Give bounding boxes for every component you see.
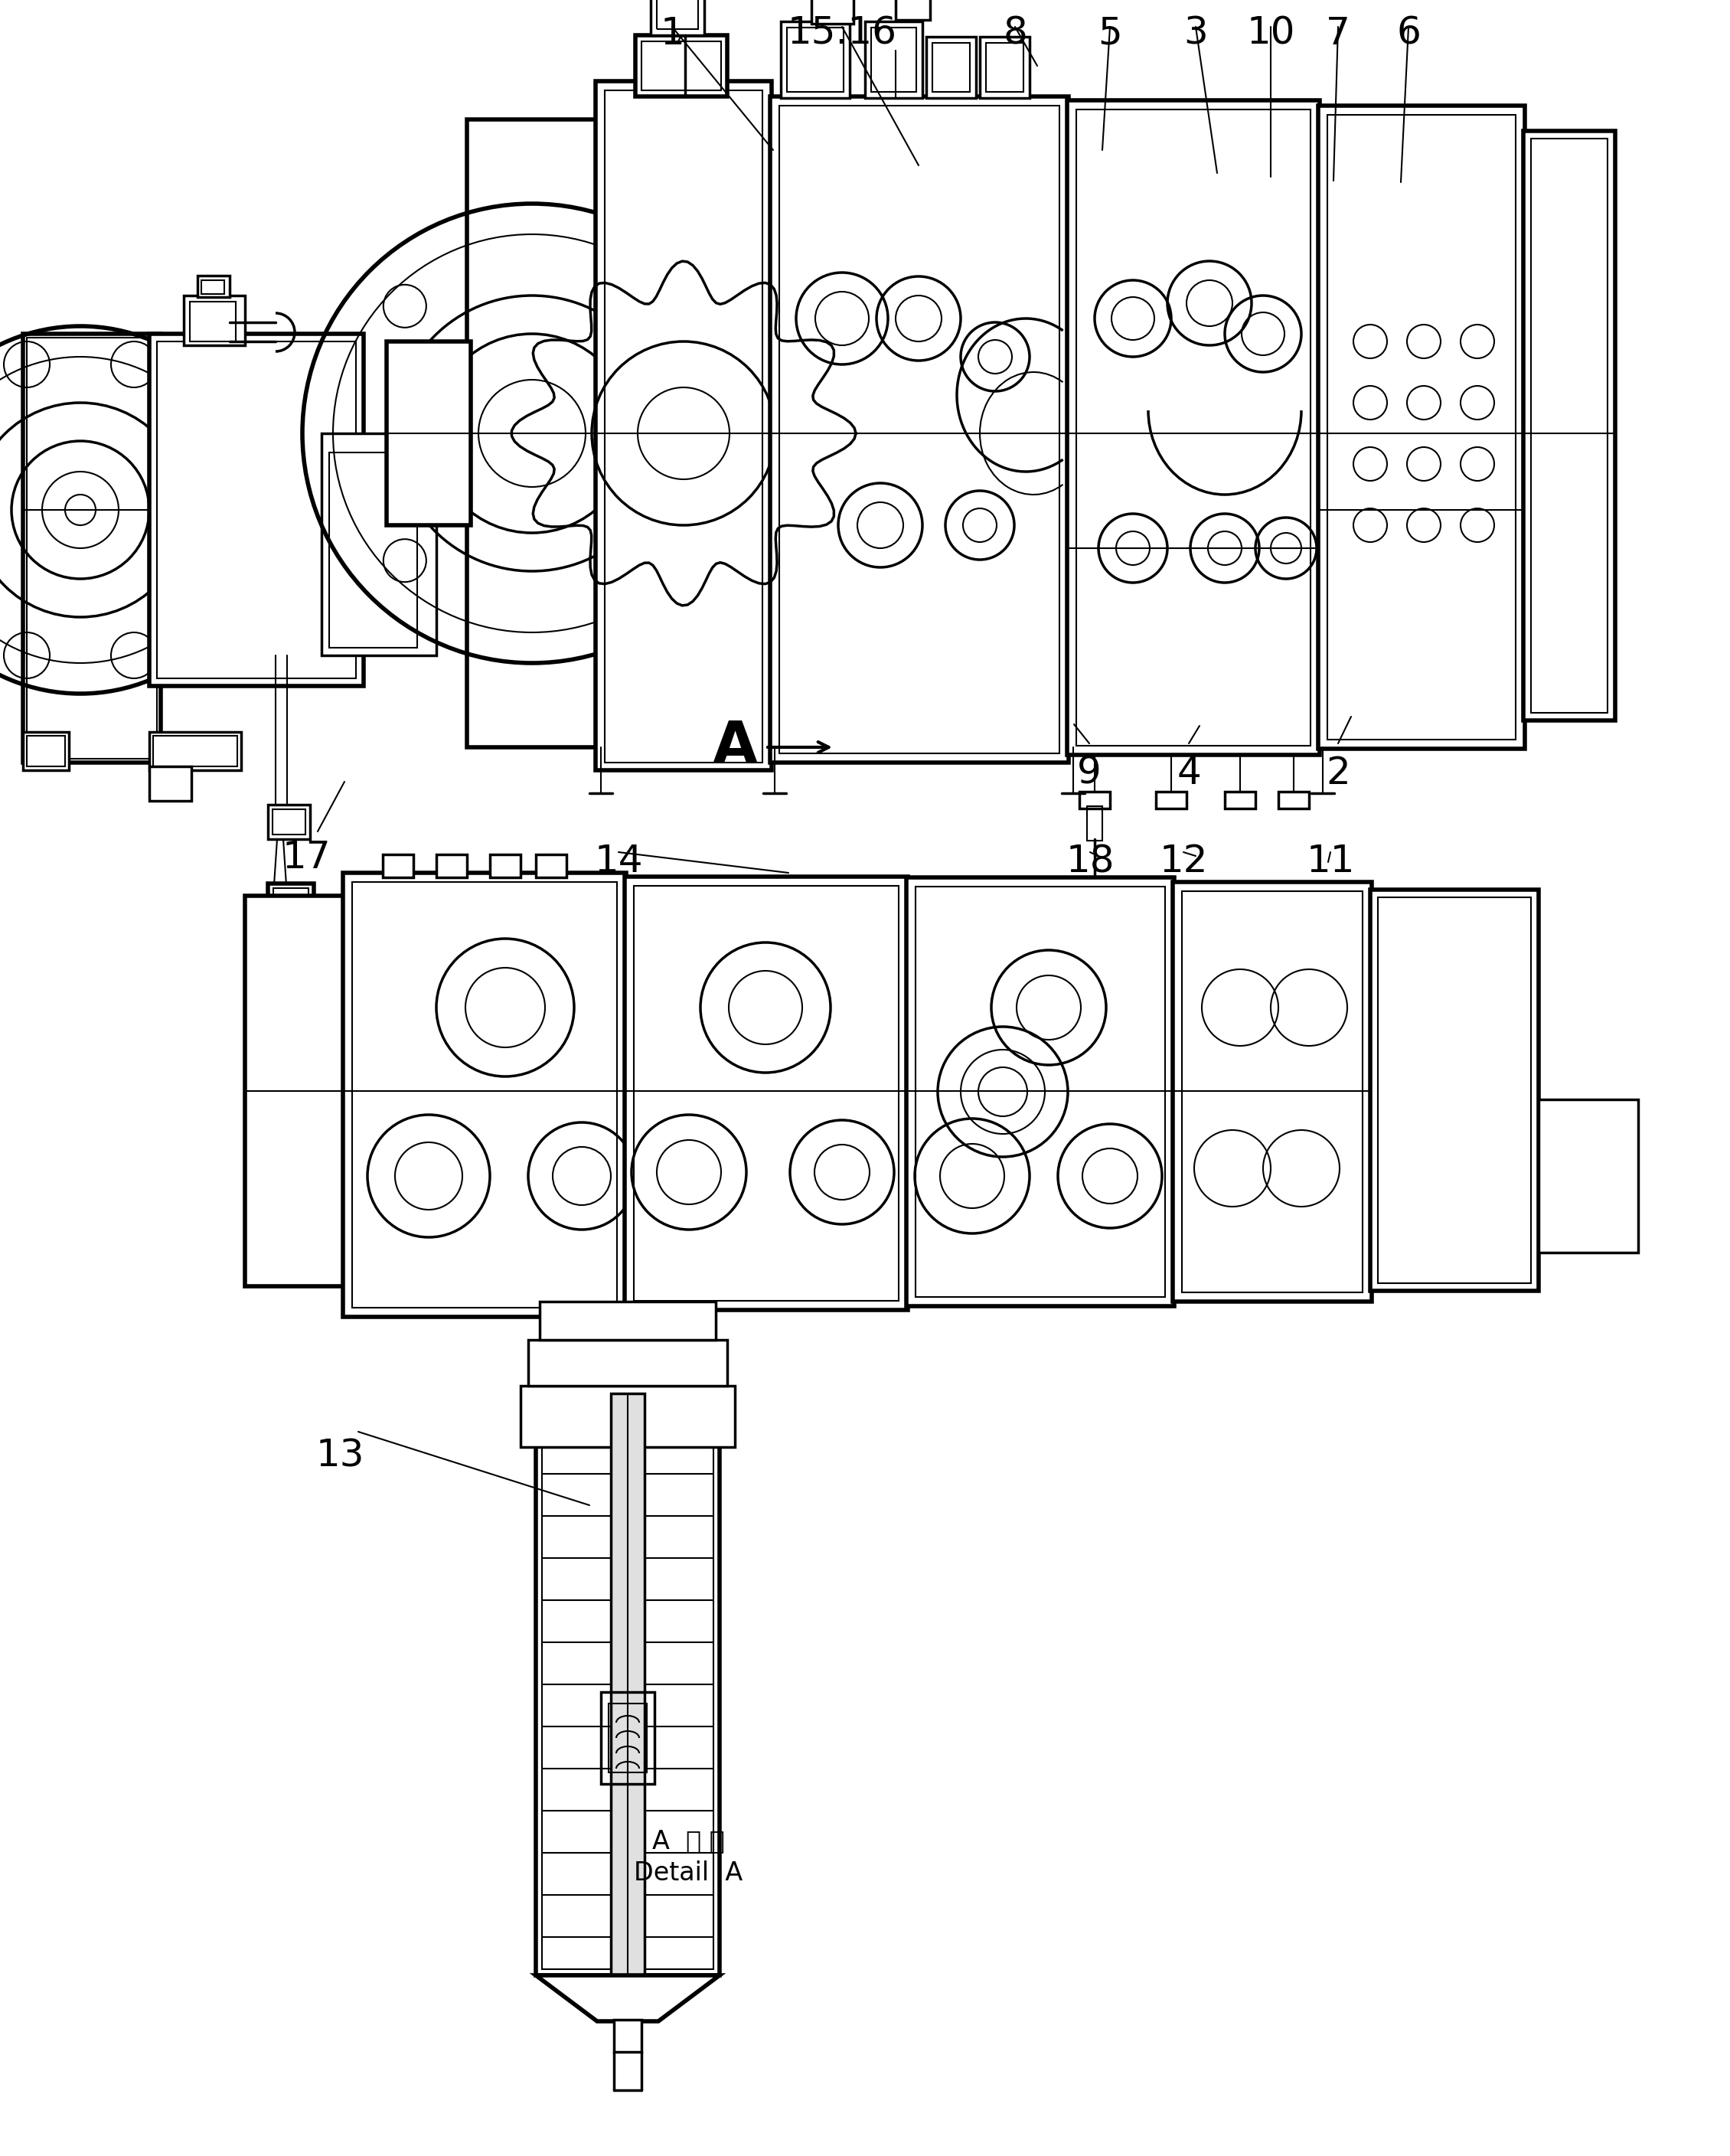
- Bar: [1080, 791, 1111, 808]
- Bar: [273, 808, 306, 834]
- Bar: [183, 295, 246, 345]
- Bar: [1156, 791, 1187, 808]
- Bar: [625, 877, 908, 1311]
- Bar: [770, 97, 1069, 763]
- Text: 6: 6: [1396, 15, 1420, 52]
- Bar: [657, 0, 699, 28]
- Bar: [606, 91, 763, 763]
- Text: A: A: [713, 718, 758, 776]
- Text: 3: 3: [1183, 15, 1208, 52]
- Bar: [650, 0, 704, 34]
- Bar: [540, 1302, 716, 1339]
- Bar: [1318, 106, 1524, 748]
- Bar: [1182, 890, 1363, 1291]
- Bar: [197, 276, 230, 298]
- Bar: [1067, 101, 1320, 755]
- Text: 17: 17: [282, 839, 330, 875]
- Text: A  詳 細: A 詳 細: [652, 1828, 725, 1854]
- Bar: [1225, 791, 1256, 808]
- Bar: [600, 1692, 654, 1783]
- Bar: [1531, 138, 1607, 714]
- Bar: [811, 0, 853, 24]
- Bar: [467, 119, 597, 748]
- Text: 2: 2: [1325, 755, 1349, 791]
- Bar: [386, 341, 471, 526]
- Bar: [343, 873, 626, 1317]
- Text: 9: 9: [1078, 755, 1102, 791]
- Bar: [1538, 1100, 1638, 1253]
- Bar: [528, 1339, 727, 1386]
- Text: 7: 7: [1325, 15, 1351, 52]
- Bar: [436, 854, 467, 877]
- Bar: [149, 334, 363, 686]
- Bar: [322, 433, 436, 655]
- Bar: [872, 28, 917, 93]
- Bar: [22, 334, 161, 763]
- Text: 8: 8: [1003, 15, 1028, 52]
- Bar: [979, 37, 1029, 97]
- Bar: [896, 0, 931, 19]
- Bar: [611, 1393, 645, 1975]
- Text: 14: 14: [593, 843, 644, 880]
- Bar: [595, 82, 772, 770]
- Bar: [521, 1386, 735, 1447]
- Text: 1: 1: [659, 15, 685, 52]
- Bar: [201, 280, 225, 293]
- Bar: [1086, 806, 1102, 841]
- Bar: [490, 854, 521, 877]
- Bar: [149, 765, 192, 800]
- Bar: [633, 886, 898, 1300]
- Bar: [541, 1445, 713, 1968]
- Bar: [22, 731, 69, 770]
- Polygon shape: [536, 1975, 720, 2022]
- Bar: [609, 1703, 647, 1772]
- Text: Detail  A: Detail A: [635, 1861, 742, 1886]
- Bar: [1370, 890, 1538, 1291]
- Bar: [246, 895, 344, 1287]
- Bar: [1173, 882, 1372, 1302]
- Bar: [932, 43, 971, 93]
- Bar: [1076, 110, 1311, 746]
- Text: 4: 4: [1176, 755, 1201, 791]
- Text: 12: 12: [1159, 843, 1208, 880]
- Bar: [778, 106, 1059, 752]
- Bar: [1377, 897, 1531, 1283]
- Bar: [907, 877, 1175, 1307]
- Bar: [190, 302, 235, 341]
- Bar: [642, 41, 721, 91]
- Bar: [149, 731, 240, 770]
- Bar: [915, 886, 1164, 1298]
- Bar: [268, 884, 313, 908]
- Text: 13: 13: [315, 1438, 365, 1475]
- Bar: [26, 735, 66, 765]
- Bar: [152, 735, 237, 765]
- Text: 5: 5: [1099, 15, 1123, 52]
- Bar: [26, 338, 157, 759]
- Bar: [353, 882, 618, 1309]
- Bar: [614, 2020, 642, 2053]
- Bar: [268, 804, 310, 839]
- Bar: [1524, 132, 1616, 720]
- Bar: [536, 854, 566, 877]
- Bar: [780, 22, 849, 97]
- Text: 11: 11: [1306, 843, 1355, 880]
- Bar: [1278, 791, 1310, 808]
- Bar: [273, 888, 308, 903]
- Bar: [329, 453, 417, 647]
- Text: 18: 18: [1066, 843, 1114, 880]
- Bar: [1327, 114, 1515, 740]
- Bar: [865, 22, 922, 97]
- Bar: [986, 43, 1024, 93]
- Bar: [926, 37, 976, 97]
- Text: 10: 10: [1246, 15, 1296, 52]
- Text: 15.16: 15.16: [787, 15, 896, 52]
- Bar: [635, 34, 727, 97]
- Bar: [787, 28, 844, 93]
- Bar: [157, 341, 356, 679]
- Bar: [382, 854, 413, 877]
- Bar: [536, 1440, 720, 1975]
